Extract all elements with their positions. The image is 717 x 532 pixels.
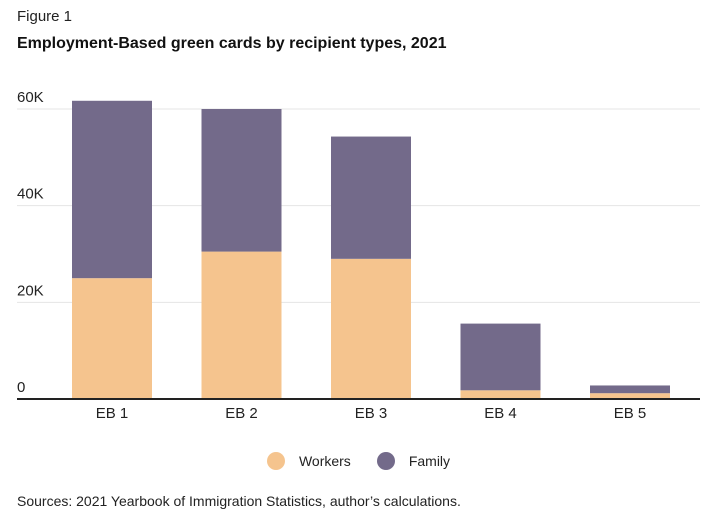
figure-label: Figure 1 — [17, 8, 73, 25]
bar-family — [590, 385, 670, 394]
x-tick-label: EB 5 — [614, 405, 647, 422]
y-tick-label: 20K — [17, 282, 44, 299]
x-tick-label: EB 3 — [355, 405, 388, 422]
y-tick-label: 60K — [17, 89, 44, 106]
bar-workers — [331, 258, 411, 399]
bar-family — [460, 323, 541, 391]
legend-label-workers: Workers — [298, 453, 351, 469]
y-tick-label: 40K — [17, 186, 44, 203]
source-note: Sources: 2021 Yearbook of Immigration St… — [17, 493, 461, 509]
legend-swatch-workers — [266, 452, 285, 470]
legend-item-family: Family — [376, 452, 451, 470]
bar-family — [72, 100, 152, 279]
legend-swatch-family — [376, 452, 395, 470]
bar-workers — [590, 393, 670, 399]
x-tick-label: EB 2 — [225, 405, 258, 422]
chart-legend: Workers Family — [0, 452, 717, 470]
bar-family — [201, 109, 282, 252]
stacked-bar-chart: 0 20K 40K 60K EB 1 EB 2 EB 3 EB 4 EB 5 — [17, 89, 700, 422]
x-tick-label: EB 1 — [96, 405, 129, 422]
bar-family — [331, 136, 411, 259]
x-tick-label: EB 4 — [484, 405, 517, 422]
legend-label-family: Family — [408, 453, 451, 469]
y-tick-label: 0 — [17, 379, 25, 396]
bar-workers — [72, 278, 152, 399]
bar-workers — [201, 251, 282, 399]
bar-workers — [460, 390, 541, 399]
chart-title: Employment-Based green cards by recipien… — [17, 35, 447, 52]
legend-item-workers: Workers — [266, 452, 351, 470]
